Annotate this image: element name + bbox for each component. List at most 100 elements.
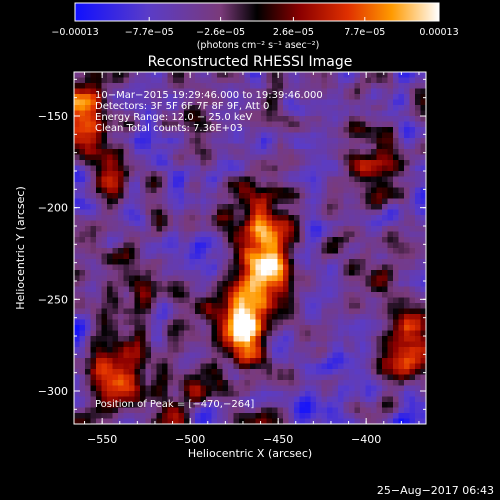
heatmap-cell (217, 143, 223, 150)
heatmap-cell (393, 380, 399, 386)
heatmap-cell (261, 193, 267, 199)
heatmap-cell (156, 160, 163, 166)
heatmap-cell (288, 253, 295, 260)
heatmap-cell (156, 110, 163, 117)
heatmap-cell (189, 297, 196, 304)
heatmap-cell (360, 110, 366, 117)
heatmap-cell (294, 352, 300, 359)
heatmap-cell (310, 341, 317, 348)
heatmap-cell (129, 270, 135, 276)
heatmap-cell (140, 105, 146, 111)
heatmap-cell (162, 248, 168, 254)
heatmap-cell (107, 402, 113, 408)
heatmap-cell (217, 121, 223, 128)
heatmap-cell (277, 297, 284, 304)
heatmap-cell (255, 402, 262, 408)
heatmap-cell (349, 253, 355, 260)
heatmap-cell (228, 330, 234, 337)
heatmap-cell (338, 105, 344, 111)
heatmap-cell (140, 325, 146, 331)
heatmap-cell (195, 198, 201, 205)
heatmap-cell (310, 237, 317, 243)
heatmap-cell (173, 407, 179, 414)
heatmap-cell (371, 182, 377, 188)
heatmap-cell (371, 193, 377, 199)
heatmap-cell (409, 182, 416, 188)
heatmap-cell (332, 72, 339, 78)
heatmap-cell (145, 226, 152, 232)
heatmap-cell (85, 297, 91, 304)
heatmap-cell (90, 165, 97, 172)
heatmap-cell (112, 380, 119, 386)
heatmap-cell (349, 187, 355, 194)
heatmap-cell (74, 215, 80, 221)
heatmap-cell (167, 138, 174, 144)
heatmap-cell (354, 352, 361, 359)
heatmap-cell (239, 176, 245, 183)
heatmap-cell (283, 116, 289, 122)
heatmap-cell (189, 402, 196, 408)
heatmap-cell (239, 182, 245, 188)
heatmap-cell (332, 105, 339, 111)
heatmap-cell (420, 154, 426, 161)
heatmap-cell (233, 253, 240, 260)
heatmap-cell (145, 198, 152, 205)
heatmap-cell (382, 286, 388, 293)
heatmap-cell (145, 121, 152, 128)
heatmap-cell (420, 204, 426, 210)
heatmap-cell (294, 94, 300, 100)
heatmap-cell (79, 176, 86, 183)
heatmap-cell (299, 336, 306, 342)
heatmap-cell (151, 407, 157, 414)
heatmap-cell (90, 220, 97, 227)
heatmap-cell (118, 336, 124, 342)
heatmap-cell (156, 286, 163, 293)
heatmap-cell (173, 363, 179, 370)
heatmap-cell (178, 380, 185, 386)
heatmap-cell (211, 391, 218, 397)
heatmap-cell (277, 116, 284, 122)
heatmap-cell (233, 380, 240, 386)
heatmap-cell (305, 391, 311, 397)
heatmap-cell (200, 385, 207, 392)
heatmap-cell (250, 330, 256, 337)
heatmap-cell (184, 204, 190, 210)
heatmap-cell (107, 138, 113, 144)
heatmap-cell (228, 176, 234, 183)
heatmap-cell (239, 165, 245, 172)
heatmap-cell (74, 110, 80, 117)
heatmap-cell (327, 204, 333, 210)
heatmap-cell (162, 281, 168, 287)
heatmap-cell (118, 231, 124, 238)
heatmap-cell (266, 308, 273, 315)
heatmap-cell (195, 363, 201, 370)
heatmap-cell (343, 358, 350, 364)
heatmap-cell (332, 242, 339, 249)
heatmap-cell (233, 407, 240, 414)
heatmap-cell (145, 396, 152, 403)
heatmap-cell (79, 402, 86, 408)
heatmap-cell (266, 259, 273, 265)
heatmap-cell (299, 171, 306, 177)
heatmap-cell (151, 358, 157, 364)
heatmap-cell (206, 275, 212, 282)
heatmap-cell (118, 396, 124, 403)
heatmap-cell (338, 198, 344, 205)
heatmap-cell (349, 358, 355, 364)
heatmap-cell (134, 281, 141, 287)
heatmap-cell (112, 88, 119, 95)
heatmap-cell (206, 380, 212, 386)
heatmap-cell (145, 237, 152, 243)
heatmap-cell (338, 204, 344, 210)
heatmap-cell (409, 237, 416, 243)
heatmap-cell (184, 72, 190, 78)
heatmap-cell (217, 391, 223, 397)
heatmap-cell (409, 226, 416, 232)
heatmap-cell (156, 292, 163, 298)
heatmap-cell (376, 314, 383, 320)
heatmap-cell (272, 407, 278, 414)
heatmap-cell (107, 242, 113, 249)
heatmap-cell (415, 402, 421, 408)
heatmap-cell (140, 176, 146, 183)
heatmap-cell (233, 418, 240, 424)
